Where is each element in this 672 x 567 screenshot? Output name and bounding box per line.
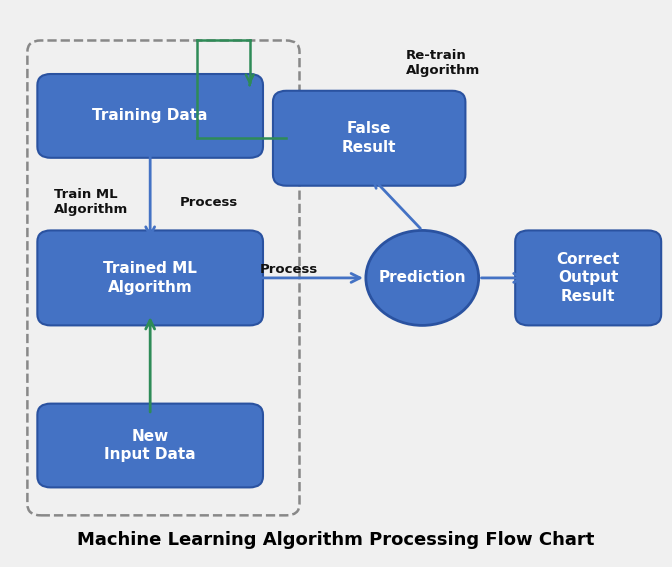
Text: Train ML
Algorithm: Train ML Algorithm: [54, 188, 128, 217]
FancyBboxPatch shape: [38, 230, 263, 325]
Text: Correct
Output
Result: Correct Output Result: [556, 252, 620, 304]
Text: Trained ML
Algorithm: Trained ML Algorithm: [103, 261, 197, 295]
FancyBboxPatch shape: [273, 91, 466, 186]
Text: Process: Process: [259, 263, 318, 276]
Text: Training Data: Training Data: [93, 108, 208, 124]
FancyBboxPatch shape: [38, 404, 263, 488]
Text: Re-train
Algorithm: Re-train Algorithm: [406, 49, 480, 77]
Text: Prediction: Prediction: [378, 270, 466, 285]
FancyBboxPatch shape: [515, 230, 661, 325]
Text: Process: Process: [180, 196, 239, 209]
Text: New
Input Data: New Input Data: [104, 429, 196, 462]
Text: False
Result: False Result: [342, 121, 396, 155]
FancyBboxPatch shape: [38, 74, 263, 158]
Circle shape: [366, 230, 478, 325]
Text: Machine Learning Algorithm Processing Flow Chart: Machine Learning Algorithm Processing Fl…: [77, 531, 595, 549]
